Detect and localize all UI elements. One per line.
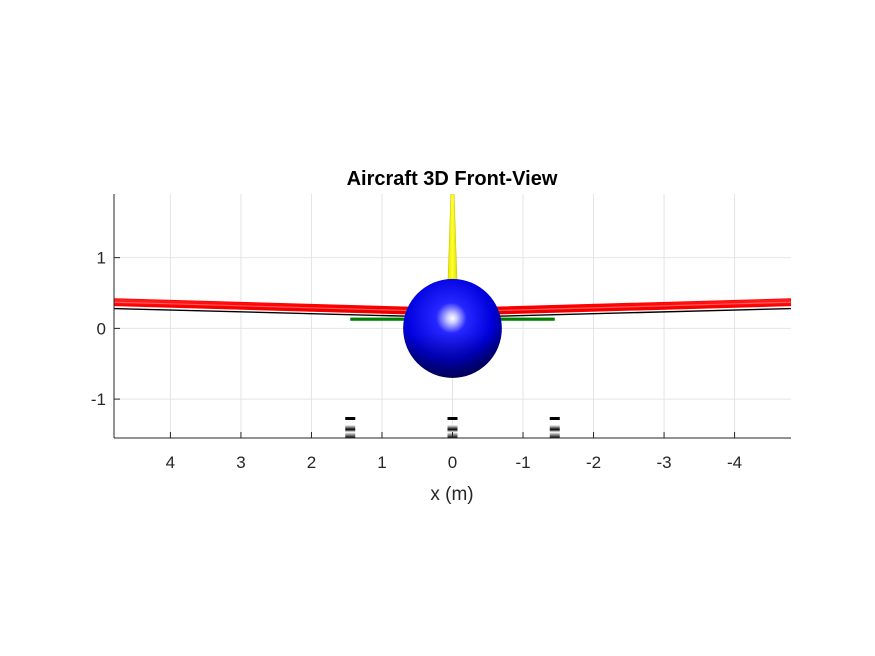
wing-highlight (491, 301, 791, 312)
chart-title: Aircraft 3D Front-View (347, 168, 558, 190)
landing-gear-strut (447, 417, 458, 420)
x-tick-label: -4 (727, 453, 742, 472)
vertical-tail (447, 194, 458, 283)
x-tick-label: 4 (166, 453, 175, 472)
landing-gear-strut (345, 417, 356, 420)
wing-highlight (114, 301, 414, 312)
x-tick-label: -1 (515, 453, 530, 472)
x-tick-label: 2 (307, 453, 316, 472)
wing-underside-line (114, 307, 414, 318)
fuselage-shading (403, 278, 502, 378)
aircraft-model (114, 194, 791, 438)
axes (113, 194, 791, 439)
x-tick-label: 3 (236, 453, 245, 472)
y-tick-labels: 1 0 -1 (91, 249, 106, 409)
y-tick-label: 0 (97, 319, 106, 338)
landing-gear-wheel (447, 425, 458, 438)
landing-gear-wheel (345, 425, 356, 438)
wing-underside-line (491, 307, 791, 318)
x-axis-label: x (m) (430, 484, 473, 505)
x-tick-label: 1 (377, 453, 386, 472)
y-tick-label: -1 (91, 390, 106, 409)
landing-gear-strut (549, 417, 560, 420)
landing-gear-wheel (549, 425, 560, 438)
x-tick-label: 0 (448, 453, 457, 472)
y-tick-label: 1 (97, 249, 106, 268)
x-tick-labels: 4 3 2 1 0 -1 -2 -3 -4 (166, 453, 742, 472)
x-tick-label: -3 (657, 453, 672, 472)
x-tick-label: -2 (586, 453, 601, 472)
